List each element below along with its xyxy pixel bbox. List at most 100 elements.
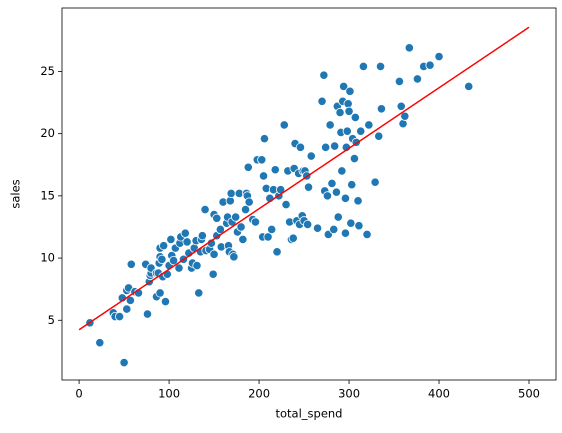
- data-point: [197, 231, 207, 241]
- data-point: [396, 101, 406, 111]
- data-point: [362, 229, 372, 240]
- data-point: [174, 263, 184, 273]
- data-point: [209, 249, 219, 259]
- data-point: [349, 153, 360, 164]
- data-point: [464, 81, 474, 91]
- y-tick-label: 20: [40, 126, 55, 140]
- data-point: [358, 61, 369, 72]
- y-tick-label: 25: [40, 64, 55, 78]
- data-point: [160, 297, 171, 307]
- data-point: [236, 222, 246, 232]
- data-point: [243, 162, 253, 172]
- data-point: [182, 237, 192, 247]
- data-point: [259, 134, 270, 144]
- data-point: [200, 204, 210, 215]
- data-point: [306, 151, 316, 161]
- plot-frame: [61, 7, 557, 381]
- data-point: [434, 51, 444, 62]
- data-point: [394, 76, 405, 87]
- data-point: [356, 126, 366, 136]
- data-point: [331, 187, 342, 197]
- data-point: [317, 96, 327, 106]
- data-point: [312, 223, 323, 233]
- data-point: [398, 119, 408, 129]
- data-point: [425, 60, 435, 70]
- data-point: [404, 43, 414, 53]
- data-point: [229, 252, 239, 262]
- data-point: [322, 191, 333, 201]
- data-point: [159, 241, 169, 251]
- data-point: [270, 165, 280, 175]
- data-point: [267, 224, 277, 235]
- data-point: [335, 107, 345, 118]
- data-point: [258, 171, 269, 181]
- data-point: [333, 212, 343, 222]
- data-point: [303, 182, 314, 192]
- data-point: [337, 166, 347, 176]
- data-point: [180, 228, 190, 238]
- data-point: [339, 81, 349, 91]
- data-point: [215, 224, 225, 235]
- data-point: [231, 212, 241, 222]
- data-point: [281, 199, 291, 210]
- data-point: [122, 304, 132, 314]
- data-point: [340, 228, 351, 238]
- data-point: [126, 259, 136, 269]
- y-axis-label: sales: [9, 179, 23, 208]
- data-point: [353, 196, 363, 206]
- data-point: [272, 247, 282, 257]
- data-point: [125, 295, 135, 305]
- data-point: [376, 104, 387, 114]
- data-point: [354, 221, 364, 231]
- data-point: [364, 120, 374, 130]
- data-point: [400, 111, 410, 121]
- data-point: [263, 232, 273, 242]
- data-point: [303, 219, 313, 230]
- data-point: [346, 218, 356, 228]
- data-point: [295, 142, 306, 152]
- x-axis-label: total_spend: [275, 407, 342, 421]
- regression-line: [78, 26, 530, 331]
- data-point: [208, 269, 218, 279]
- data-point: [226, 188, 236, 198]
- data-point: [114, 311, 125, 322]
- y-tick-label: 15: [40, 188, 55, 202]
- data-point: [343, 99, 353, 109]
- data-point: [325, 120, 335, 130]
- data-point: [238, 234, 248, 245]
- data-point: [168, 255, 179, 266]
- x-tick-label: 500: [518, 387, 540, 401]
- data-point: [374, 131, 384, 141]
- x-tick-label: 0: [75, 387, 82, 401]
- data-point: [119, 357, 129, 368]
- data-point: [225, 196, 235, 206]
- data-point: [370, 177, 380, 187]
- data-point: [288, 233, 298, 243]
- data-point: [250, 217, 261, 227]
- data-point: [321, 142, 331, 152]
- data-point: [330, 141, 340, 151]
- data-point: [192, 260, 202, 271]
- data-point: [342, 126, 352, 136]
- x-tick-label: 300: [338, 387, 360, 401]
- data-point: [345, 86, 355, 96]
- data-point: [157, 254, 167, 264]
- data-point: [327, 178, 337, 189]
- data-point: [240, 204, 251, 215]
- data-point: [340, 193, 351, 203]
- data-point: [166, 234, 176, 245]
- data-point: [95, 338, 105, 348]
- data-point: [142, 309, 153, 319]
- data-point: [319, 70, 329, 80]
- data-point: [344, 106, 354, 116]
- data-point: [257, 155, 267, 165]
- data-point: [350, 112, 360, 123]
- x-tick-label: 100: [158, 387, 180, 401]
- data-point: [412, 74, 423, 84]
- data-point: [347, 180, 357, 190]
- y-tick-label: 5: [48, 313, 55, 327]
- data-point: [329, 224, 339, 235]
- data-point: [375, 61, 386, 72]
- x-tick-label: 400: [428, 387, 450, 401]
